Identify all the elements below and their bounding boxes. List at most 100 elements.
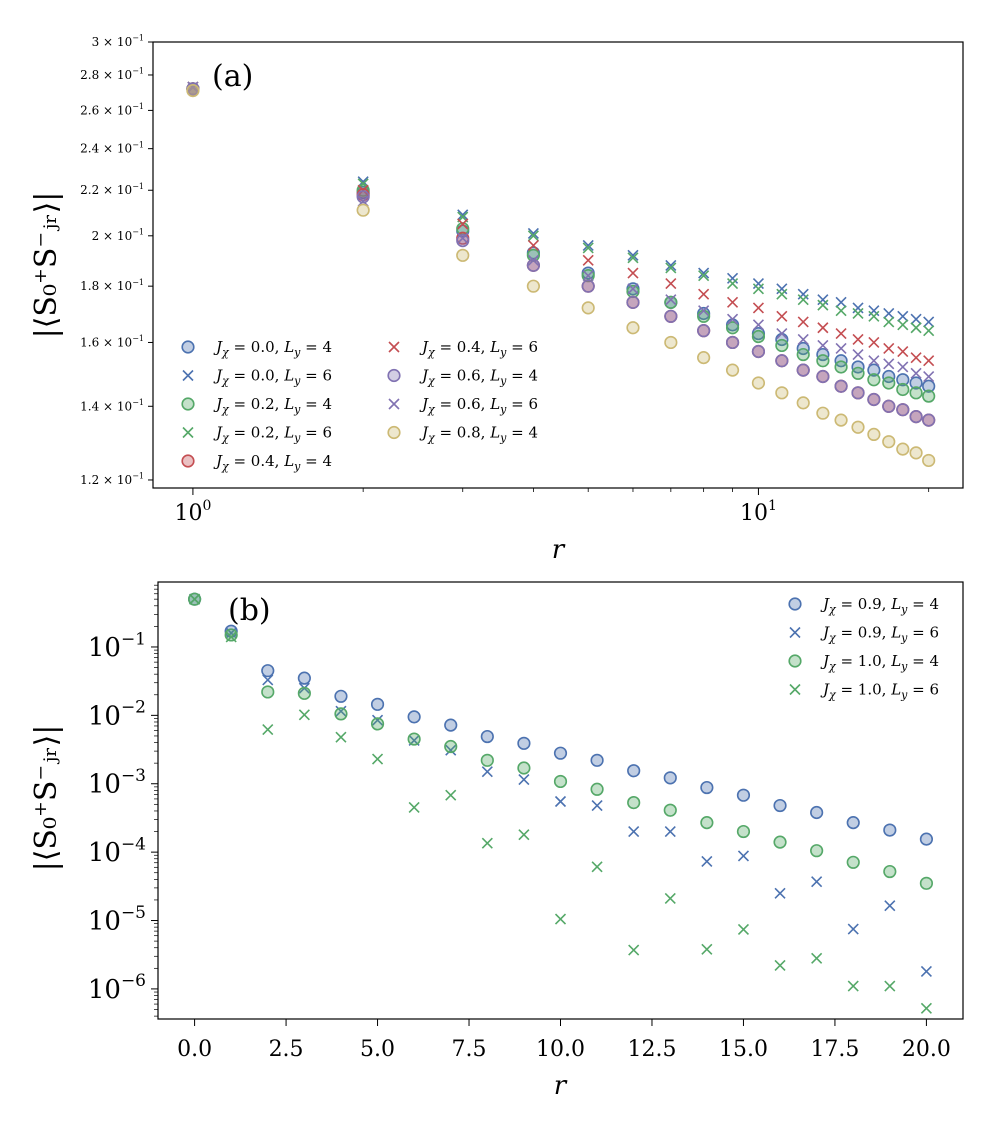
panel-a-point-series-3 [883,316,895,328]
panel-b-markers [187,592,934,1014]
panel-a-point-series-6 [356,190,370,204]
panel-b-x-tick-label: 20.0 [902,1037,951,1062]
panel-b-point-series-1 [628,825,640,838]
panel-a-point-series-8 [896,442,910,456]
panel-a-y-tick-label: 1.4 × 10−1 [80,398,144,413]
panel-b-y-tick-label-base: 10 [88,770,121,800]
panel-a-point-series-6 [882,399,896,413]
panel-b-y-tick-label-base: 10 [88,633,121,663]
panel-a-point-series-6 [796,363,810,377]
panel-a-point-series-5 [665,277,677,290]
panel-b-point-series-2 [883,864,897,879]
panel-b-y-tick-label: 10−1 [88,629,146,663]
panel-b-point-series-0 [480,729,494,744]
panel-b-point-series-0 [810,805,824,820]
panel-a-y-tick-label: 2.6 × 10−1 [80,102,144,117]
panel-b-point-series-0 [846,816,860,830]
panel-b-point-series-0 [919,832,934,846]
panel-a-point-series-3 [797,294,809,306]
panel-a-point-series-7 [868,355,880,367]
panel-b-y-tick-label-base: 10 [88,975,121,1005]
panel-a-point-series-8 [186,83,200,98]
panel-a-y-tick-label: 2.2 × 10−1 [80,182,144,197]
panel-a-point-series-1 [752,277,765,290]
panel-b-point-series-0 [261,664,275,678]
panel-a-point-series-2 [697,309,711,323]
panel-a-point-series-5 [726,296,739,308]
panel-a-point-series-5 [868,336,880,349]
panel-b-point-series-0 [407,710,421,724]
panel-a-point-series-1 [582,239,594,252]
panel-a-point-series-7 [910,367,922,379]
panel-a-point-series-2 [834,360,848,374]
legend-marker-a-0 [181,340,195,354]
panel-a-point-series-7 [835,342,847,355]
panel-b-y-axis-label: |⟨S₀⁺S⁻ⱼᵣ⟩| [29,725,64,872]
panel-a-point-series-1 [797,288,809,300]
panel-a-point-series-5 [627,267,639,279]
panel-a-point-series-5 [797,316,809,328]
panel-b-x-ticks: 0.0 2.5 5.0 7.5 10.0 12.5 15.0 17.5 20.0 [177,1019,951,1062]
panel-b-point-series-1 [737,850,750,862]
panel-a-point-series-8 [851,420,865,434]
panel-a-point-series-7 [817,339,829,352]
panel-a-point-series-6 [581,279,595,293]
panel-a-y-tick-label-base: 2.6 × 10 [80,103,132,117]
panel-b-legend: Jχ = 0.9, Ly = 4 Jχ = 0.9, Ly = 6 Jχ = 1.0… [788,595,939,702]
legend-label-a-2: Jχ = 0.2, Ly = 4 [213,395,332,416]
panel-a-point-series-5 [883,342,895,355]
panel-a-y-tick-label: 1.6 × 10−1 [80,334,144,349]
panel-b-point-series-3 [737,923,750,936]
panel-b-point-series-2 [590,782,604,796]
panel-a-point-series-5 [817,322,829,334]
panel-b-point-series-3 [701,943,713,955]
panel-a-point-series-1 [868,305,880,317]
panel-b-y-tick-label-exp: −2 [121,698,146,718]
panel-b-point-series-1 [811,876,823,888]
panel-b-point-series-2 [480,753,494,767]
panel-a-y-tick-label-exp: −1 [132,398,144,407]
panel-b-point-series-3 [445,789,457,801]
panel-a-point-series-3 [752,283,765,295]
panel-b-point-series-0 [297,671,311,685]
panel-a-point-series-8 [775,386,789,400]
panel-a-point-series-2 [851,366,865,380]
panel-a-point-series-1 [835,296,847,308]
panel-a-x-tick-label-exp: 0 [202,498,211,514]
panel-a-point-series-1 [923,316,935,328]
panel-a-point-series-6 [834,379,848,393]
panel-a-point-series-1 [665,259,677,271]
panel-b-point-series-1 [774,887,786,899]
panel-a-point-series-5 [852,333,864,346]
panel-a-y-tick-label-base: 2 × 10 [92,229,133,243]
legend-marker-b-1 [789,626,801,639]
panel-a-point-series-1 [817,294,829,306]
legend-label-a-3: Jχ = 0.2, Ly = 6 [213,424,332,445]
legend-marker-a-1 [182,369,194,382]
legend-marker-a-4 [181,454,195,468]
panel-a-point-series-8 [581,301,595,315]
panel-a-point-series-7 [582,270,594,282]
legend-label-a-0: Jχ = 0.0, Ly = 4 [213,338,332,359]
panel-b-x-tick-label: 17.5 [810,1037,859,1062]
panel-a-point-series-0 [896,373,910,387]
panel-b-point-series-3 [518,829,530,841]
legend-label-a-1: Jχ = 0.0, Ly = 6 [213,367,332,388]
panel-b-x-tick-label: 2.5 [269,1037,304,1062]
panel-b-y-tick-label: 10−5 [88,903,146,937]
panel-a-y-tick-label-base: 3 × 10 [92,35,133,49]
panel-b-y-tick-label-exp: −6 [121,971,146,991]
panel-b-point-series-2 [773,835,787,849]
panel-a-x-axis-label: r [552,535,566,565]
panel-a-point-series-5 [527,239,539,252]
legend-label-a-8: Jχ = 0.8, Ly = 4 [419,424,538,445]
panel-b-point-series-2 [407,732,421,746]
panel-a-y-tick-label-exp: −1 [132,472,144,481]
panel-a-point-series-8 [725,363,740,377]
panel-a-point-series-8 [909,446,923,460]
panel-b-x-tick-label: 5.0 [360,1037,395,1062]
panel-a-point-series-6 [867,392,881,407]
panel-a-point-series-6 [775,354,789,368]
panel-a-point-series-2 [664,295,678,309]
legend-label-a-6: Jχ = 0.6, Ly = 4 [419,367,538,388]
